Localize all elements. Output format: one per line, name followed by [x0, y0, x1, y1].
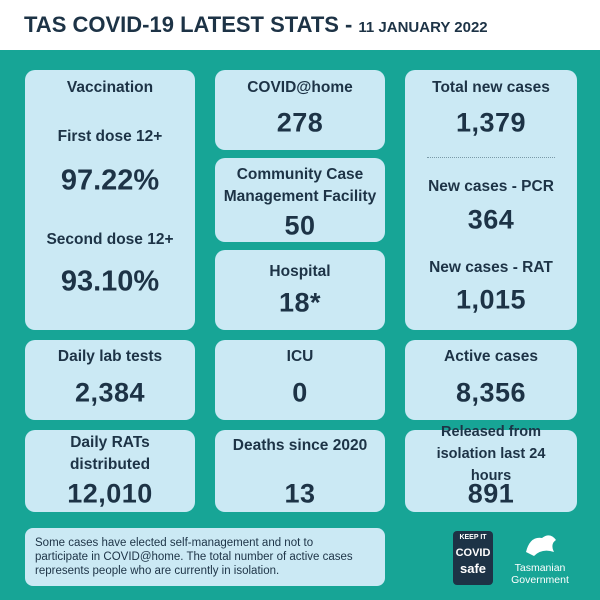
stat-value: 93.10%	[60, 265, 160, 298]
stat-value: 1,015	[455, 284, 527, 315]
stat-label: First dose 12+	[57, 128, 163, 145]
stat-label: Hospital	[269, 263, 331, 280]
covid-safe-logo: KEEP IT COVID safe	[453, 531, 493, 585]
stat-value: 364	[467, 204, 515, 235]
stat-tile: COVID@home 278	[215, 70, 385, 150]
stat-tile: Daily RATs distributed 12,010	[25, 430, 195, 512]
stat-value: 0	[292, 377, 308, 408]
stat-tile: Community Case Management Facility 50	[215, 158, 385, 242]
stat-tile: Active cases 8,356	[405, 340, 577, 420]
stat-value: 2,384	[74, 377, 146, 408]
title-text: TAS COVID-19 LATEST STATS -	[24, 12, 353, 37]
stat-label: Daily lab tests	[57, 348, 163, 365]
cases-tile: Total new cases 1,379 New cases - PCR 36…	[405, 70, 577, 330]
stat-value: 278	[276, 107, 324, 138]
header: TAS COVID-19 LATEST STATS - 11 JANUARY 20…	[0, 0, 600, 50]
stat-label: New cases - RAT	[429, 259, 553, 276]
tile-title: Vaccination	[66, 79, 154, 96]
stat-value: 8,356	[455, 377, 527, 408]
stat-label: Total new cases	[432, 79, 550, 96]
footnote: Some cases have elected self-management …	[35, 537, 353, 577]
logo-text: safe	[459, 561, 487, 576]
stat-label: Released from isolation last 24 hours	[436, 424, 546, 484]
stat-tile: Deaths since 2020 13	[215, 430, 385, 512]
stat-tile: Daily lab tests 2,384	[25, 340, 195, 420]
stat-tile: ICU 0	[215, 340, 385, 420]
stat-label: Deaths since 2020	[232, 437, 368, 454]
stat-label: ICU	[286, 348, 314, 365]
stat-tile: Hospital 18*	[215, 250, 385, 330]
stat-value: 97.22%	[60, 164, 160, 197]
stat-value: 12,010	[67, 478, 153, 509]
title: TAS COVID-19 LATEST STATS - 11 JANUARY 20…	[24, 12, 488, 38]
stat-label: COVID@home	[247, 79, 353, 96]
stat-value: 50	[284, 210, 316, 241]
logo-text: Government	[511, 574, 569, 586]
emblem-shape	[526, 535, 556, 556]
vaccination-tile: Vaccination First dose 12+ 97.22% Second…	[25, 70, 195, 330]
stat-value: 891	[467, 478, 515, 509]
gov-emblem	[526, 535, 556, 556]
stat-value: 18*	[278, 287, 322, 318]
stat-value: 1,379	[455, 107, 527, 138]
logo-text: KEEP IT	[459, 534, 487, 541]
logo-text: COVID	[455, 547, 491, 559]
gov-logo-text: Tasmanian Government	[500, 562, 580, 586]
footnote-box: Some cases have elected self-management …	[25, 528, 385, 586]
stat-label: Second dose 12+	[46, 231, 174, 248]
stat-label: Active cases	[444, 348, 538, 365]
stat-label: Community Case Management Facility	[223, 166, 377, 205]
stat-label: Daily RATs distributed	[69, 434, 151, 473]
date: 11 JANUARY 2022	[358, 19, 488, 36]
logo-text: Tasmanian	[514, 562, 566, 574]
stat-label: New cases - PCR	[428, 178, 554, 195]
stat-value: 13	[284, 478, 316, 509]
stat-tile: Released from isolation last 24 hours 891	[405, 424, 577, 512]
divider	[427, 157, 555, 158]
